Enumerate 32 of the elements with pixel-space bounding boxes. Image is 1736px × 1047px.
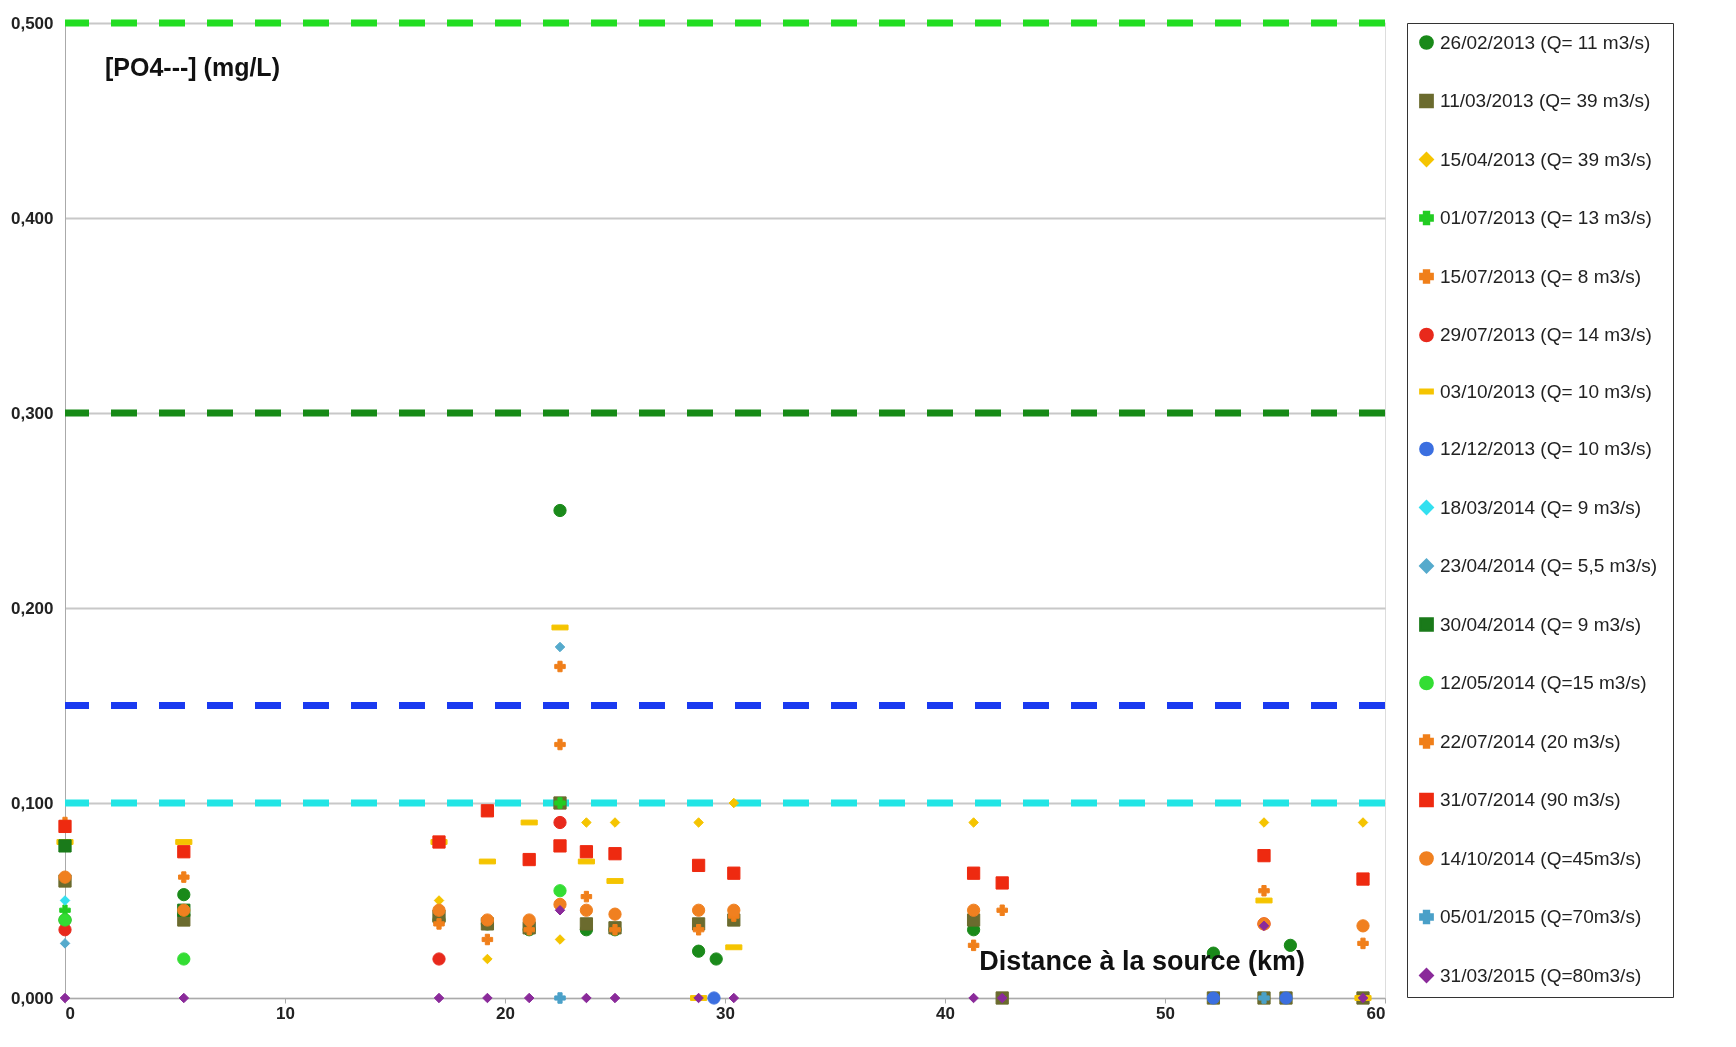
legend-label: 29/07/2013 (Q= 14 m3/s) <box>1440 324 1652 345</box>
legend-label: 31/03/2015 (Q=80m3/s) <box>1440 964 1642 986</box>
x-tick-label: 10 <box>276 1003 295 1023</box>
legend-label: 18/03/2014 (Q= 9 m3/s) <box>1440 496 1642 518</box>
x-axis-title: Distance à la source (km) <box>979 946 1305 976</box>
legend-label: 15/04/2013 (Q= 39 m3/s) <box>1440 148 1652 170</box>
y-tick-label: 0,300 <box>10 403 54 423</box>
legend-label: 31/07/2014 (90 m3/s) <box>1440 789 1621 810</box>
x-tick-label: 50 <box>1156 1003 1175 1023</box>
x-tick-label: 60 <box>1366 1003 1386 1023</box>
legend-label: 05/01/2015 (Q=70m3/s) <box>1440 906 1642 927</box>
legend-label: 22/07/2014 (20 m3/s) <box>1440 730 1621 752</box>
y-tick-label: 0,000 <box>10 988 54 1008</box>
legend-label: 14/10/2014 (Q=45m3/s) <box>1440 847 1642 869</box>
y-tick-label: 0,100 <box>10 793 54 813</box>
legend-label: 12/12/2013 (Q= 10 m3/s) <box>1440 438 1652 459</box>
y-tick-label: 0,500 <box>10 13 54 33</box>
legend-label: 03/10/2013 (Q= 10 m3/s) <box>1440 380 1652 402</box>
x-tick-label: 30 <box>716 1003 735 1023</box>
y-tick-label: 0,200 <box>10 598 54 618</box>
legend-label: 30/04/2014 (Q= 9 m3/s) <box>1440 613 1642 635</box>
x-tick-label: 40 <box>936 1003 955 1023</box>
legend-label: 12/05/2014 (Q=15 m3/s) <box>1440 672 1647 693</box>
legend-label: 26/02/2013 (Q= 11 m3/s) <box>1440 31 1651 53</box>
y-axis-title: [PO4---] (mg/L) <box>105 53 280 81</box>
y-tick-label: 0,400 <box>10 208 54 228</box>
legend-label: 15/07/2013 (Q= 8 m3/s) <box>1440 265 1642 287</box>
legend-label: 01/07/2013 (Q= 13 m3/s) <box>1440 207 1652 228</box>
x-tick-label: 20 <box>496 1003 515 1023</box>
legend-label: 11/03/2013 (Q= 39 m3/s) <box>1440 90 1651 111</box>
x-tick-label: 0 <box>65 1003 75 1023</box>
legend-label: 23/04/2014 (Q= 5,5 m3/s) <box>1440 555 1658 576</box>
